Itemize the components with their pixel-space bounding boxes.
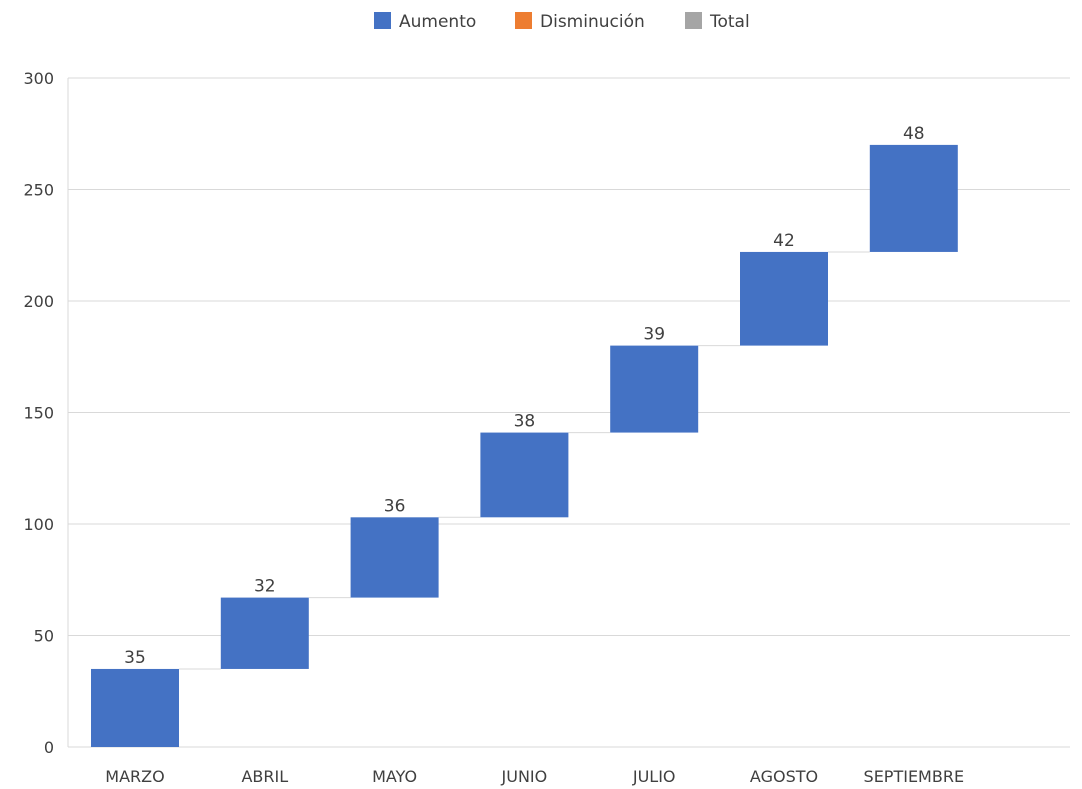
y-tick-label-200: 200 bbox=[23, 292, 54, 311]
legend-swatch-aumento bbox=[374, 12, 391, 29]
bar-agosto bbox=[740, 252, 828, 346]
data-labels: 35 32 36 38 39 42 48 bbox=[124, 124, 924, 668]
y-tick-label-100: 100 bbox=[23, 515, 54, 534]
data-label-julio: 39 bbox=[643, 325, 665, 345]
data-label-junio: 38 bbox=[514, 412, 536, 432]
bar-junio bbox=[480, 433, 568, 518]
x-tick-label-mayo: MAYO bbox=[372, 767, 417, 786]
bar-marzo bbox=[91, 669, 179, 747]
legend-label-disminucion: Disminución bbox=[540, 12, 645, 32]
data-label-septiembre: 48 bbox=[903, 124, 925, 144]
x-tick-label-julio: JULIO bbox=[632, 767, 676, 786]
x-tick-label-marzo: MARZO bbox=[105, 767, 164, 786]
x-tick-label-septiembre: SEPTIEMBRE bbox=[864, 767, 965, 786]
legend-swatch-disminucion bbox=[515, 12, 532, 29]
y-tick-label-50: 50 bbox=[34, 627, 54, 646]
y-tick-label-250: 250 bbox=[23, 181, 54, 200]
x-axis: MARZO ABRIL MAYO JUNIO JULIO AGOSTO SEPTIEMBRE bbox=[105, 767, 964, 786]
y-axis: 0 50 100 150 200 250 300 bbox=[23, 69, 68, 757]
bar-septiembre bbox=[870, 145, 958, 252]
y-tick-label-0: 0 bbox=[44, 738, 54, 757]
bar-julio bbox=[610, 346, 698, 433]
data-label-marzo: 35 bbox=[124, 648, 146, 668]
data-label-agosto: 42 bbox=[773, 231, 795, 251]
y-tick-label-150: 150 bbox=[23, 404, 54, 423]
y-tick-label-300: 300 bbox=[23, 69, 54, 88]
legend-label-total: Total bbox=[709, 12, 750, 32]
bars bbox=[91, 145, 958, 747]
x-tick-label-abril: ABRIL bbox=[241, 767, 288, 786]
data-label-mayo: 36 bbox=[384, 496, 406, 516]
legend-swatch-total bbox=[685, 12, 702, 29]
x-tick-label-junio: JUNIO bbox=[501, 767, 548, 786]
bar-abril bbox=[221, 598, 309, 669]
legend: Aumento Disminución Total bbox=[374, 12, 750, 32]
data-label-abril: 32 bbox=[254, 577, 276, 597]
x-tick-label-agosto: AGOSTO bbox=[750, 767, 818, 786]
bar-mayo bbox=[351, 517, 439, 597]
legend-label-aumento: Aumento bbox=[399, 12, 476, 32]
